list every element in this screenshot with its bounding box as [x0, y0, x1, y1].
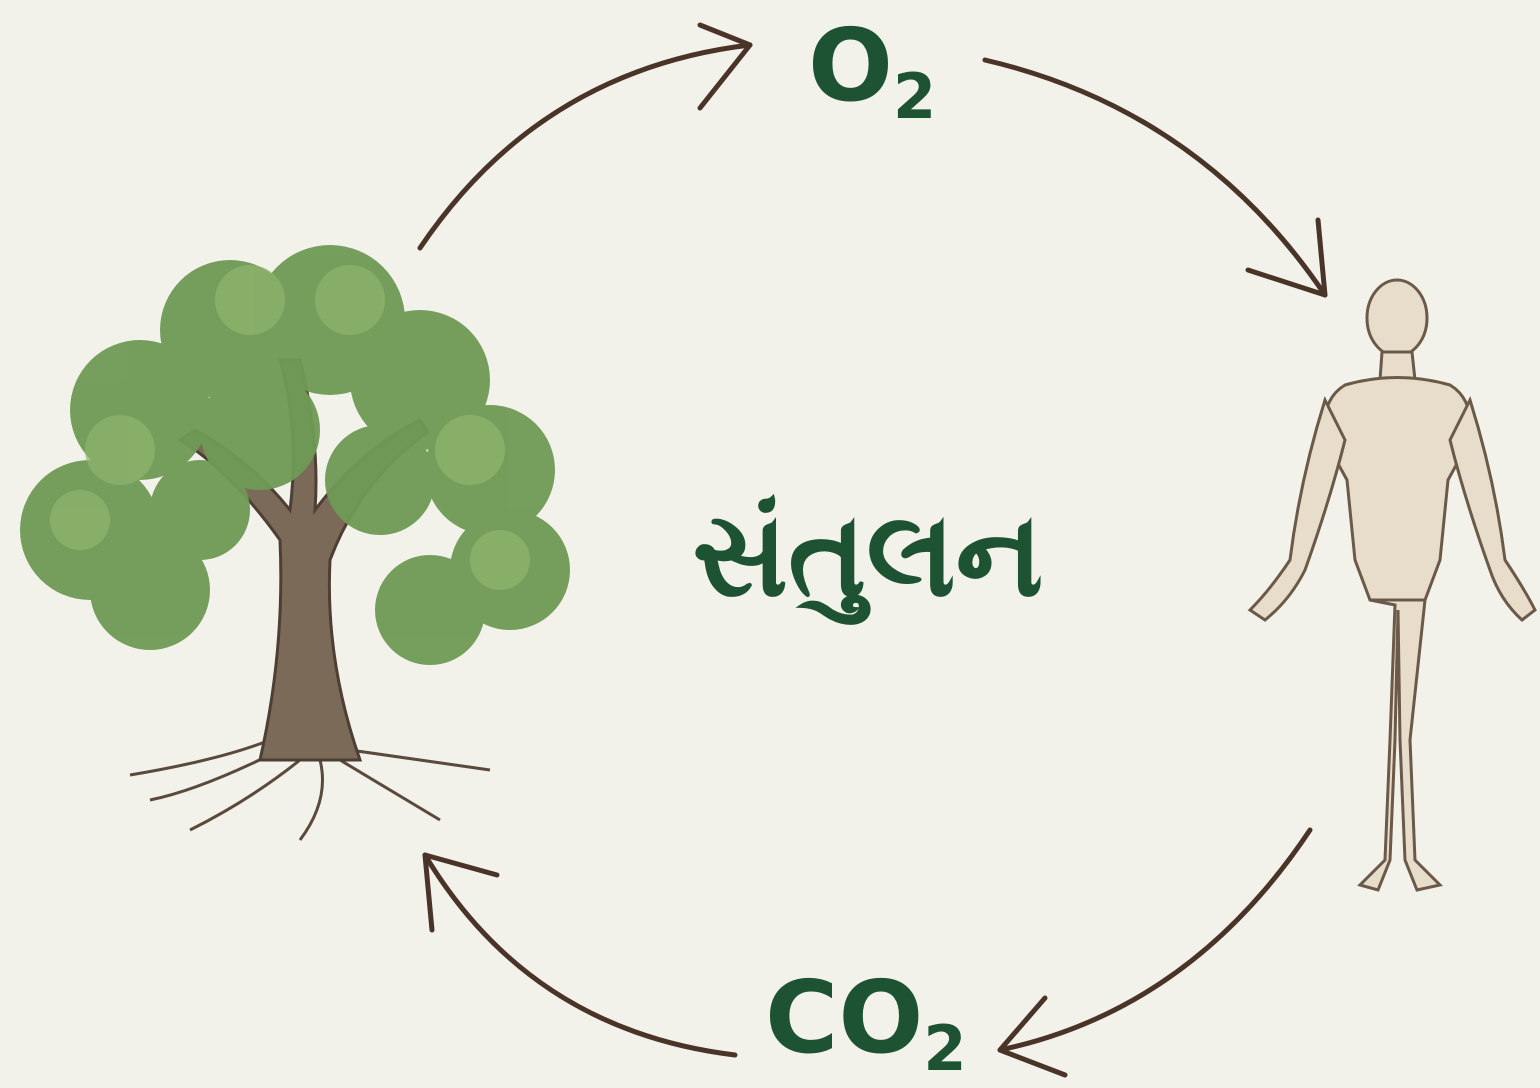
formula-symbol: O [808, 7, 893, 124]
formula-subscript: 2 [893, 60, 936, 133]
formula-subscript: 2 [923, 1012, 966, 1085]
center-label: સંતુલન [693, 485, 1044, 625]
page: O2 CO2 સંતુલન (() => { const data = JSON… [0, 0, 1540, 1088]
formula-symbol: CO [765, 959, 923, 1076]
diagram: O2 CO2 સંતુલન [0, 0, 1540, 1088]
